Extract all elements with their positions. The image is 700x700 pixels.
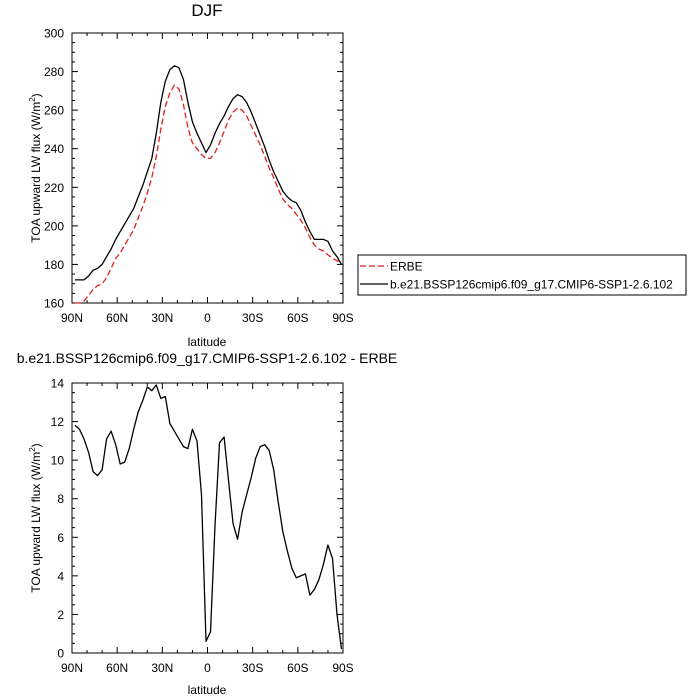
legend-label-model: b.e21.BSSP126cmip6.f09_g17.CMIP6-SSP1-2.…: [390, 278, 673, 292]
bottom-chart-panel: b.e21.BSSP126cmip6.f09_g17.CMIP6-SSP1-2.…: [17, 350, 398, 697]
bottom-y-axis-label-superscript: 2: [28, 447, 37, 452]
bottom-series-line-0: [74, 384, 343, 650]
top-chart-title: DJF: [191, 1, 222, 20]
top-x-axis-label: latitude: [188, 335, 227, 349]
top-x-tick-label-lat-60n: 60N: [106, 311, 128, 325]
top-x-tick-label-lat-90n: 90N: [61, 311, 83, 325]
bottom-y-axis-label-main: TOA upward LW flux (W/m: [29, 452, 43, 593]
bottom-y-tick-label: 10: [51, 454, 65, 468]
bottom-x-tick-label-lat-0: 0: [204, 661, 211, 675]
top-series-line-1: [75, 65, 343, 281]
top-y-tick-label: 280: [44, 65, 64, 79]
bottom-x-tick-labels: 90N 60N 30N 0 30S 60S 90S: [61, 661, 354, 675]
bottom-y-axis-label-close: ): [29, 443, 43, 447]
top-x-tick-label-lat-0: 0: [204, 311, 211, 325]
legend-box: [357, 254, 687, 296]
bottom-y-tick-label: 6: [57, 531, 64, 545]
bottom-y-tick-label: 12: [51, 415, 65, 429]
bottom-y-tick-labels: 0 2 4 6 8 10 12 14: [51, 377, 65, 661]
top-plot-frame: [71, 32, 344, 304]
bottom-x-tick-label-lat-90n: 90N: [61, 661, 83, 675]
bottom-chart-title: b.e21.BSSP126cmip6.f09_g17.CMIP6-SSP1-2.…: [17, 350, 398, 366]
top-y-axis-label: TOA upward LW flux (W/m2): [28, 93, 43, 242]
top-chart-panel: DJF 160 180 200 220 240 260 280 300 90N 60N 30N 0 3…: [28, 1, 687, 349]
top-x-tick-labels: 90N 60N 30N 0 30S 60S 90S: [61, 311, 354, 325]
top-y-tick-label: 200: [44, 219, 64, 233]
bottom-plot-frame: [71, 382, 344, 654]
bottom-series-lines: [74, 384, 343, 650]
top-series-lines: [75, 65, 343, 304]
bottom-x-axis-label: latitude: [188, 683, 227, 697]
legend: ERBE b.e21.BSSP126cmip6.f09_g17.CMIP6-SS…: [357, 254, 687, 296]
bottom-y-axis-label: TOA upward LW flux (W/m2): [28, 443, 43, 592]
top-y-tick-label: 180: [44, 258, 64, 272]
bottom-x-tick-label-lat-30s: 30S: [242, 661, 263, 675]
top-x-tick-label-lat-90s: 90S: [332, 311, 353, 325]
top-y-axis-label-superscript: 2: [28, 97, 37, 102]
bottom-y-tick-label: 0: [57, 647, 64, 661]
top-series-line-0: [75, 84, 342, 304]
top-x-tick-label-lat-30s: 30S: [242, 311, 263, 325]
top-y-tick-label: 240: [44, 142, 64, 156]
legend-label-erbe: ERBE: [390, 260, 423, 274]
bottom-y-tick-label: 14: [51, 377, 65, 391]
bottom-y-tick-label: 4: [57, 569, 64, 583]
top-y-tick-label: 260: [44, 104, 64, 118]
bottom-x-tick-label-lat-60s: 60S: [287, 661, 308, 675]
top-y-axis-label-main: TOA upward LW flux (W/m: [29, 102, 43, 243]
top-y-tick-label: 220: [44, 181, 64, 195]
bottom-y-tick-label: 8: [57, 492, 64, 506]
bottom-x-tick-label-lat-60n: 60N: [106, 661, 128, 675]
top-tick-marks: [71, 32, 344, 304]
top-x-tick-label-lat-60s: 60S: [287, 311, 308, 325]
top-y-tick-label: 300: [44, 27, 64, 41]
top-y-axis-label-close: ): [29, 93, 43, 97]
bottom-x-tick-label-lat-90s: 90S: [332, 661, 353, 675]
top-x-tick-label-lat-30n: 30N: [151, 311, 173, 325]
bottom-tick-marks: [71, 382, 344, 654]
bottom-y-tick-label: 2: [57, 608, 64, 622]
bottom-x-tick-label-lat-30n: 30N: [151, 661, 173, 675]
top-y-tick-labels: 160 180 200 220 240 260 280 300: [44, 27, 64, 311]
top-y-tick-label: 160: [44, 297, 64, 311]
